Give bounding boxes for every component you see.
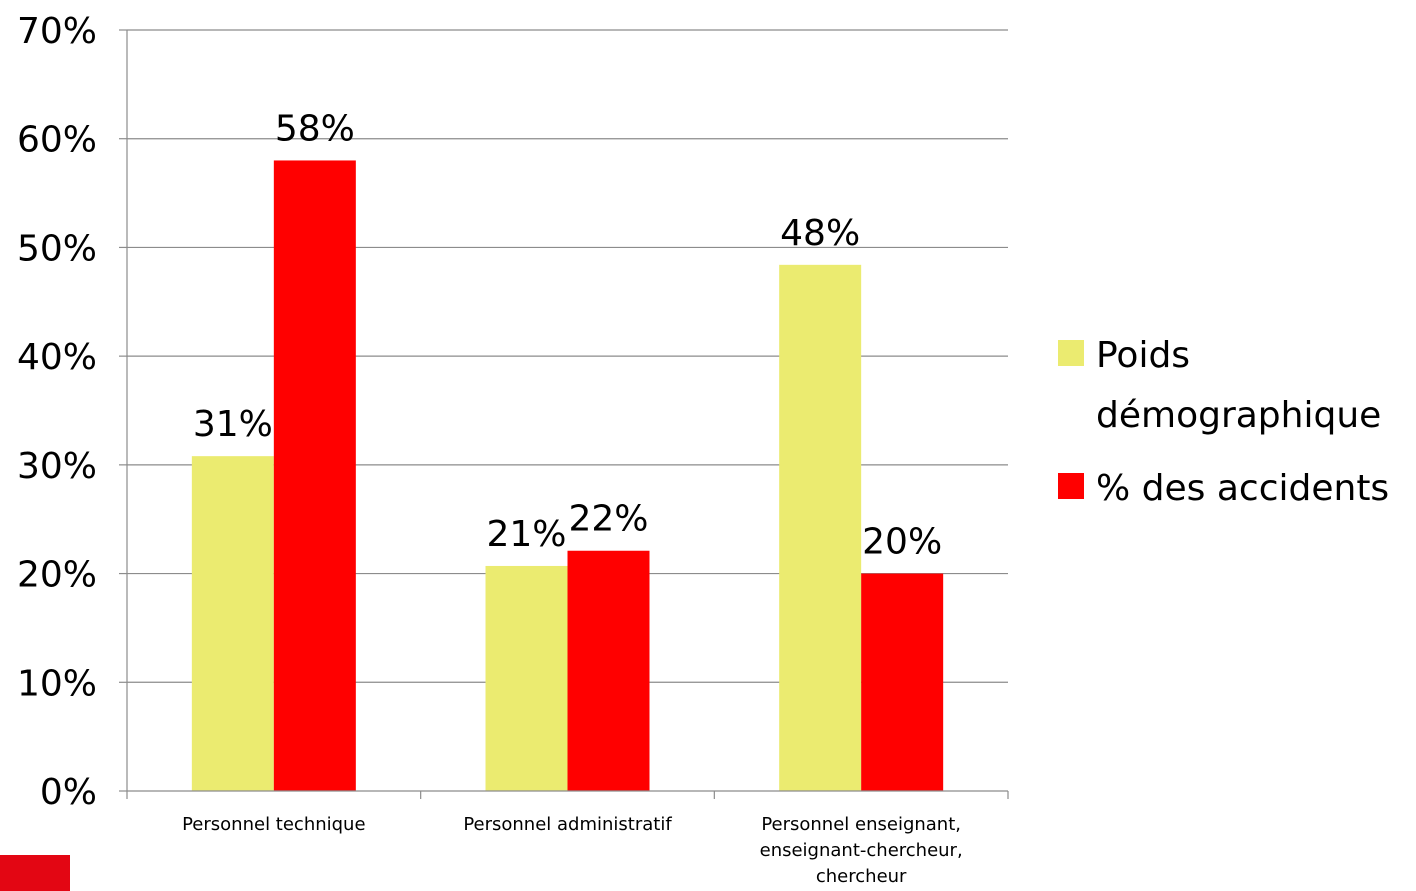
y-tick-label: 30% <box>17 446 97 487</box>
category-label: Personnel technique <box>182 814 365 835</box>
bars <box>191 160 944 791</box>
y-tick-label: 20% <box>17 555 97 596</box>
bar <box>273 160 356 791</box>
y-axis-tick-labels: 0% 10% 20% 30% 40% 50% 60% 70% <box>17 11 97 813</box>
data-label: 31% <box>193 404 273 445</box>
y-tick-label: 10% <box>17 663 97 704</box>
y-tick-label: 50% <box>17 228 97 269</box>
bar <box>861 573 944 791</box>
category-label: enseignant-chercheur, <box>760 840 963 861</box>
y-tick-label: 0% <box>40 772 97 813</box>
corner-brand-mark <box>0 855 70 891</box>
x-axis-category-labels: Personnel technique Personnel administrat… <box>182 814 963 887</box>
y-tick-label: 70% <box>17 11 97 52</box>
category-label: Personnel enseignant, <box>761 814 961 835</box>
legend-label: Poids <box>1096 335 1190 376</box>
legend-swatch <box>1058 340 1084 366</box>
category-label: Personnel administratif <box>463 814 672 835</box>
legend-swatch <box>1058 473 1084 499</box>
legend-label: % des accidents <box>1096 468 1389 509</box>
axes <box>119 29 1009 799</box>
bar <box>779 264 862 791</box>
bar <box>485 565 568 791</box>
legend: Poids démographique % des accidents <box>1058 335 1389 509</box>
bar <box>567 550 650 791</box>
bar <box>191 456 274 791</box>
data-labels: 31% 58% 21% 22% 48% 20% <box>193 108 942 562</box>
data-label: 22% <box>568 499 648 540</box>
data-label: 20% <box>862 522 942 563</box>
data-label: 48% <box>780 213 860 254</box>
data-label: 21% <box>486 514 566 555</box>
category-label: chercheur <box>816 866 907 887</box>
y-tick-label: 40% <box>17 337 97 378</box>
data-label: 58% <box>275 108 355 149</box>
y-tick-label: 60% <box>17 120 97 161</box>
legend-label: démographique <box>1096 395 1381 436</box>
